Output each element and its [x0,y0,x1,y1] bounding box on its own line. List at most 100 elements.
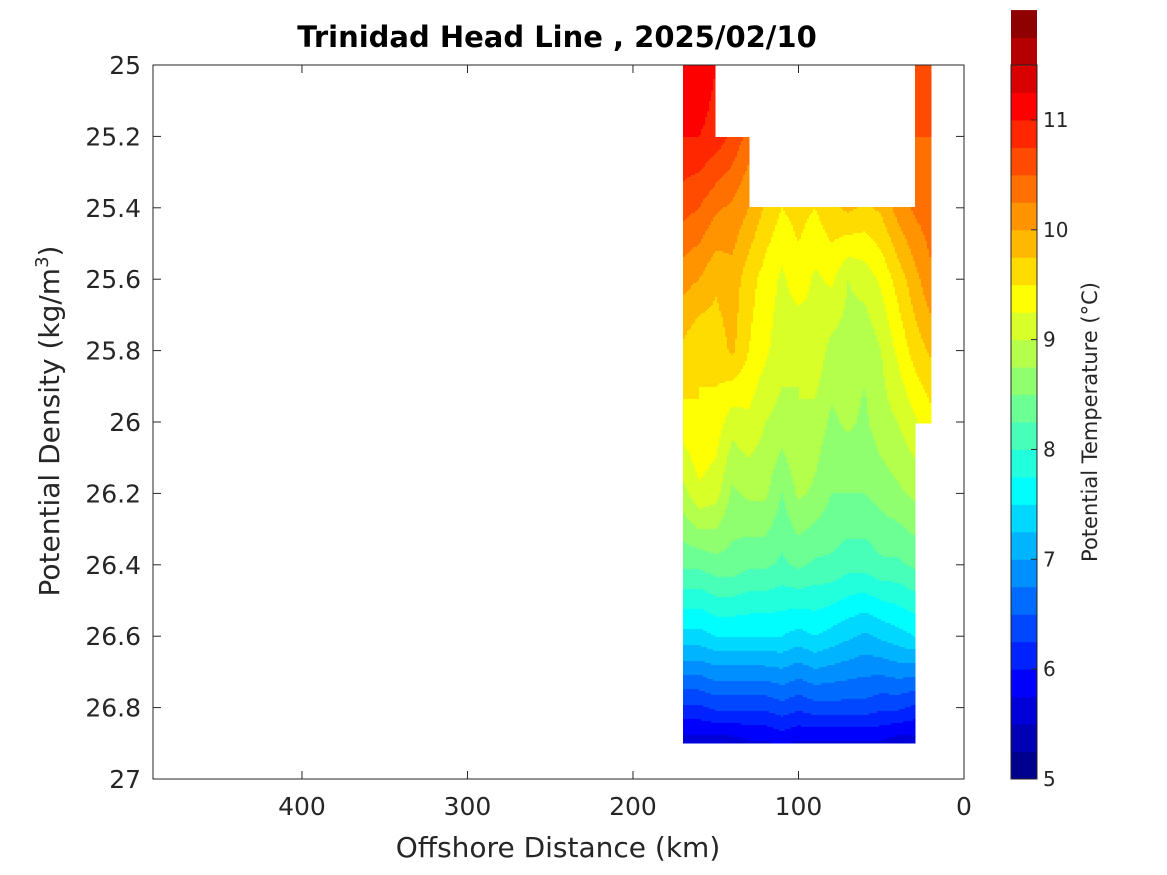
contour-cell [703,107,706,110]
contour-cell [683,161,686,164]
contour-cell [923,97,926,100]
contour-cell [927,77,930,80]
contour-cell [921,121,924,124]
contour-cell [727,203,730,206]
contour-cell [685,161,688,164]
contour-cell [715,159,718,162]
contour-cell [717,177,720,180]
contour-cell [693,143,696,146]
contour-cell [743,143,746,146]
contour-cell [709,69,712,72]
contour-cell [713,185,716,188]
contour-cell [929,139,932,142]
contour-cell [691,203,694,206]
contour-cell [695,171,698,174]
contour-cell [709,157,712,160]
contour-cell [915,81,918,84]
contour-cell [727,155,730,158]
contour-cell [703,77,706,80]
contour-cell [705,81,708,84]
contour-cell [929,151,932,154]
contour-cell [689,183,692,186]
contour-cell [721,191,724,194]
contour-cell [735,189,738,192]
contour-cell [747,171,750,174]
contour-cell [697,175,700,178]
contour-cell [701,177,704,180]
contour-cell [919,187,922,190]
contour-cell [699,147,702,150]
contour-cell [735,151,738,154]
contour-cell [685,181,688,184]
contour-cell [685,83,688,86]
contour-cell [695,205,698,208]
contour-cell [925,205,928,208]
contour-cell [711,185,714,188]
contour-cell [689,111,692,114]
contour-cell [707,87,710,90]
contour-cell [919,137,922,140]
contour-cell [927,103,930,106]
contour-cell [693,145,696,148]
contour-cell [925,99,928,102]
contour-cell [925,113,928,116]
contour-cell [915,171,918,174]
contour-cell [719,157,722,160]
contour-cell [713,105,716,108]
contour-cell [713,183,716,186]
contour-cell [735,171,738,174]
contour-cell [923,93,926,96]
contour-cell [689,87,692,90]
contour-cell [747,151,750,154]
contour-cell [729,201,732,204]
contour-cell [919,131,922,134]
contour-cell [703,121,706,124]
contour-cell [737,171,740,174]
contour-cell [925,105,928,108]
contour-cell [917,119,920,122]
contour-cell [929,69,932,72]
contour-cell [701,189,704,192]
contour-cell [729,169,732,172]
contour-cell [925,83,928,86]
contour-cell [685,165,688,168]
contour-cell [929,97,932,100]
contour-cell [699,207,702,210]
contour-cell [685,67,688,70]
contour-cell [699,175,702,178]
contour-cell [713,93,716,96]
contour-cell [695,93,698,96]
contour-cell [715,173,718,176]
contour-cell [919,173,922,176]
contour-cell [929,67,932,70]
contour-cell [723,185,726,188]
contour-cell [699,109,702,112]
contour-cell [923,113,926,116]
contour-cell [693,149,696,152]
contour-cell [919,199,922,202]
contour-cell [687,197,690,200]
contour-cell [689,95,692,98]
contour-cell [705,71,708,74]
contour-cell [693,207,696,210]
contour-cell [711,191,714,194]
contour-cell [733,151,736,154]
contour-cell [703,187,706,190]
contour-cell [917,103,920,106]
contour-cell [923,145,926,148]
contour-cell [733,169,736,172]
contour-cell [735,185,738,188]
contour-cell [919,157,922,160]
contour-cell [925,141,928,144]
contour-cell [929,117,932,120]
contour-cell [921,117,924,120]
contour-cell [691,171,694,174]
contour-cell [695,157,698,160]
contour-cell [725,207,728,210]
contour-cell [693,205,696,208]
contour-cell [689,163,692,166]
contour-cell [929,137,932,140]
contour-cell [915,149,918,152]
contour-cell [691,143,694,146]
contour-cell [699,117,702,120]
